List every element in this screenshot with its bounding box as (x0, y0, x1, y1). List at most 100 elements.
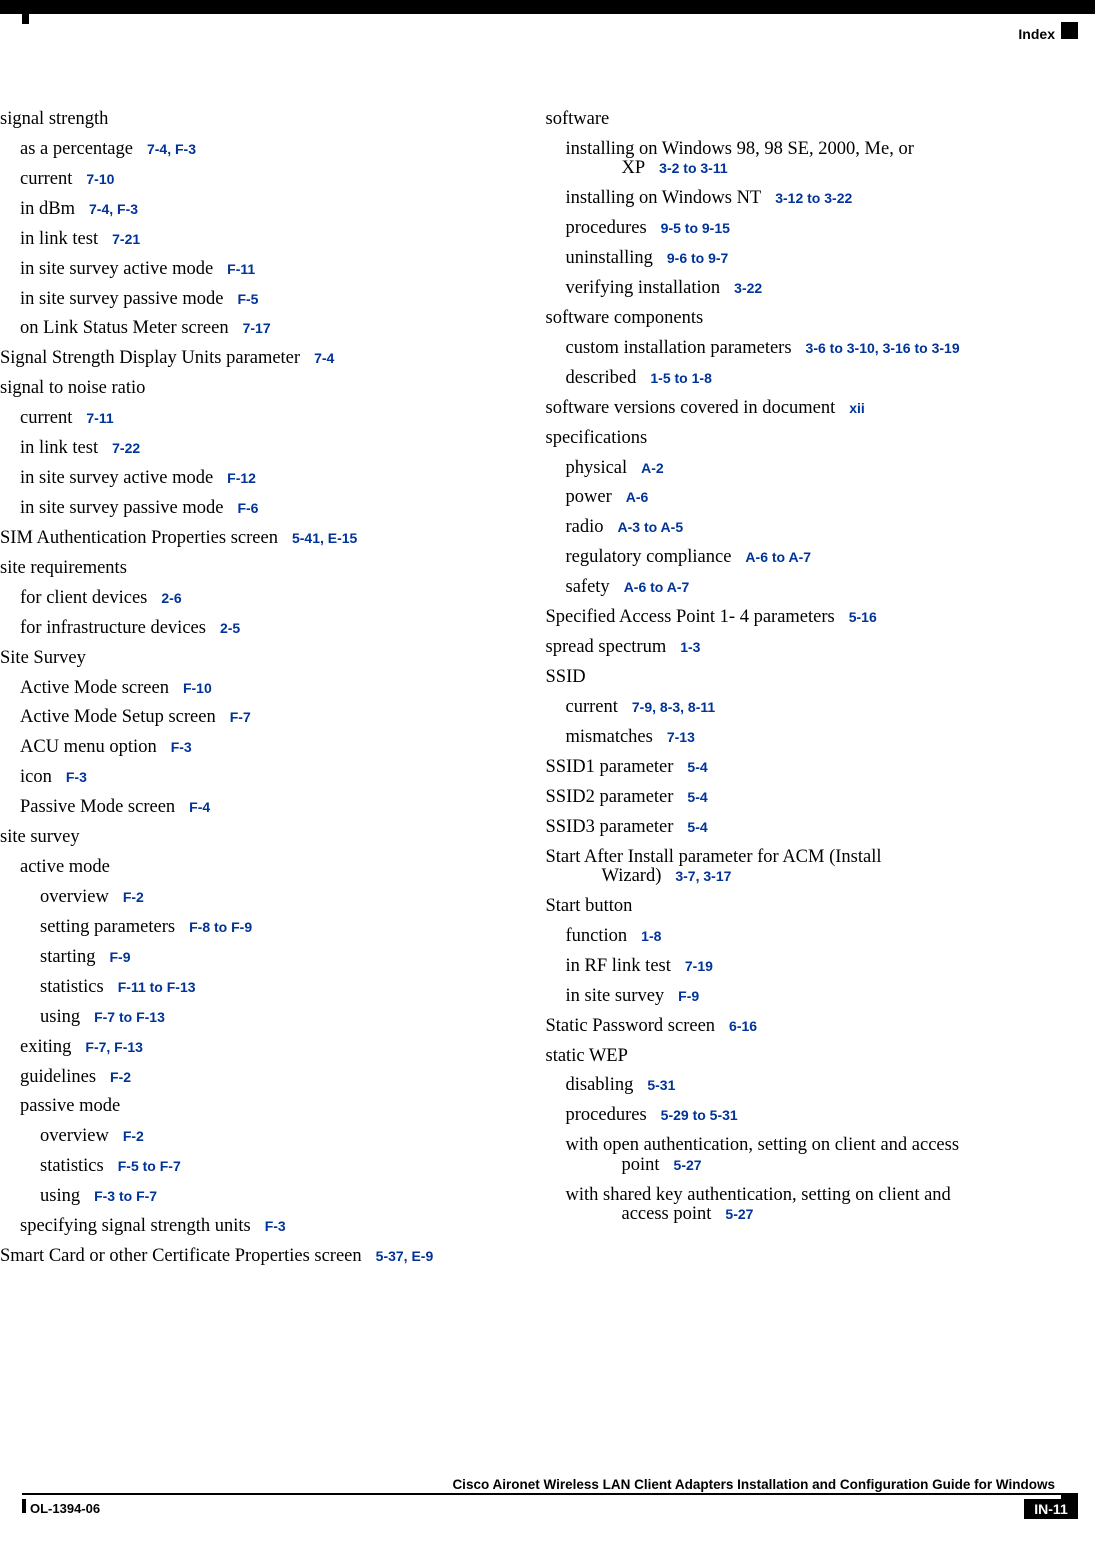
index-page-ref[interactable]: F-5 to F-7 (118, 1158, 181, 1174)
index-page-ref[interactable]: F-7 (230, 709, 251, 725)
index-entry: procedures5-29 to 5-31 (566, 1106, 1076, 1125)
index-page-ref[interactable]: 3-6 to 3-10, 3-16 to 3-19 (806, 340, 960, 356)
index-entry: software (546, 110, 1076, 129)
index-entry: described1-5 to 1-8 (566, 369, 1076, 388)
index-entry-label: for client devices (20, 588, 147, 608)
index-page-ref[interactable]: 7-4, F-3 (89, 201, 138, 217)
index-page-ref[interactable]: xii (849, 400, 865, 416)
index-page-ref[interactable]: 5-41, E-15 (292, 530, 357, 546)
index-page-ref[interactable]: F-8 to F-9 (189, 919, 252, 935)
index-page-ref[interactable]: F-3 (171, 739, 192, 755)
index-entry-label: physical (566, 458, 628, 478)
index-page-ref[interactable]: 6-16 (729, 1018, 757, 1034)
index-entry-label: safety (566, 577, 610, 597)
index-page-ref[interactable]: 7-4 (314, 350, 334, 366)
index-entry: Static Password screen6-16 (546, 1017, 1076, 1036)
index-entry: SSID2 parameter5-4 (546, 788, 1076, 807)
index-page-ref[interactable]: F-7 to F-13 (94, 1009, 165, 1025)
top-notch (22, 14, 29, 24)
index-page-ref[interactable]: 5-29 to 5-31 (661, 1107, 738, 1123)
index-entry: with shared key authentication, setting … (566, 1186, 1076, 1225)
index-page-ref[interactable]: 9-5 to 9-15 (661, 220, 730, 236)
index-page-ref[interactable]: 5-27 (725, 1206, 753, 1222)
index-page-ref[interactable]: 5-31 (647, 1077, 675, 1093)
index-page-ref[interactable]: 5-16 (849, 609, 877, 625)
index-page-ref[interactable]: 7-22 (112, 440, 140, 456)
index-entry-label: Active Mode Setup screen (20, 707, 216, 727)
index-page-ref[interactable]: F-2 (110, 1069, 131, 1085)
index-page-ref[interactable]: 5-4 (687, 759, 707, 775)
index-entry: overviewF-2 (40, 888, 528, 907)
index-page-ref[interactable]: 3-22 (734, 280, 762, 296)
index-entry-label: SSID3 parameter (546, 817, 674, 837)
index-page-ref[interactable]: 5-37, E-9 (376, 1248, 434, 1264)
index-entry: in RF link test7-19 (566, 957, 1076, 976)
index-entry-label: using (40, 1007, 80, 1027)
index-page-ref[interactable]: 7-4, F-3 (147, 141, 196, 157)
index-page-ref[interactable]: F-3 (265, 1218, 286, 1234)
index-entry-label: software (546, 109, 610, 129)
index-columns: signal strength as a percentage 7-4, F-3 cu… (0, 110, 1095, 1277)
index-page-ref[interactable]: 7-13 (667, 729, 695, 745)
index-page-ref[interactable]: F-11 (227, 261, 255, 277)
index-page-ref[interactable]: 7-11 (86, 410, 113, 426)
index-page-ref[interactable]: 7-10 (86, 171, 114, 187)
index-page-ref[interactable]: 5-4 (687, 789, 707, 805)
index-entry: specifications (546, 429, 1076, 448)
index-page-ref[interactable]: F-10 (183, 680, 212, 696)
index-page-ref[interactable]: 9-6 to 9-7 (667, 250, 728, 266)
index-entry: statisticsF-11 to F-13 (40, 978, 528, 997)
index-entry: on Link Status Meter screen 7-17 (20, 319, 528, 338)
index-page-ref[interactable]: 7-21 (112, 231, 140, 247)
index-entry-label: function (566, 926, 628, 946)
index-page-ref[interactable]: A-2 (641, 460, 664, 476)
index-page-ref[interactable]: 7-19 (685, 958, 713, 974)
index-page-ref[interactable]: A-6 to A-7 (745, 549, 811, 565)
index-entry-label: for infrastructure devices (20, 618, 206, 638)
index-page-ref[interactable]: F-9 (110, 949, 131, 965)
index-page-ref[interactable]: F-7, F-13 (85, 1039, 143, 1055)
header-corner-box (1061, 22, 1078, 39)
index-entry-label: on Link Status Meter screen (20, 318, 229, 338)
index-page-ref[interactable]: 2-6 (161, 590, 181, 606)
index-entry-label: in link test (20, 438, 98, 458)
index-entry: regulatory complianceA-6 to A-7 (566, 548, 1076, 567)
index-page-ref[interactable]: 7-17 (243, 320, 271, 336)
index-entry: current7-10 (20, 170, 528, 189)
index-entry-label: icon (20, 767, 52, 787)
index-page-ref[interactable]: 1-8 (641, 928, 661, 944)
index-page-ref[interactable]: F-2 (123, 1128, 144, 1144)
index-page-ref[interactable]: 1-5 to 1-8 (650, 370, 711, 386)
index-page-ref[interactable]: F-3 to F-7 (94, 1188, 157, 1204)
index-page-ref[interactable]: 1-3 (680, 639, 700, 655)
index-page-ref[interactable]: 3-2 to 3-11 (659, 160, 727, 176)
index-page-ref[interactable]: F-5 (237, 291, 258, 307)
index-page-ref[interactable]: A-6 to A-7 (624, 579, 690, 595)
index-page-ref[interactable]: 7-9, 8-3, 8-11 (632, 699, 715, 715)
index-page-ref[interactable]: F-3 (66, 769, 87, 785)
footer-page-number: IN-11 (1024, 1499, 1078, 1519)
index-page-ref[interactable]: F-2 (123, 889, 144, 905)
index-entry-label: in site survey active mode (20, 468, 213, 488)
index-page-ref[interactable]: 2-5 (220, 620, 240, 636)
index-entry-label: in link test (20, 229, 98, 249)
index-page-ref[interactable]: F-12 (227, 470, 256, 486)
index-page-ref[interactable]: A-6 (626, 489, 649, 505)
index-page-ref[interactable]: F-11 to F-13 (118, 979, 196, 995)
index-page-ref[interactable]: A-3 to A-5 (618, 519, 684, 535)
index-page-ref[interactable]: F-4 (189, 799, 210, 815)
index-page-ref[interactable]: 3-7, 3-17 (675, 868, 731, 884)
index-entry: signal strength (0, 110, 528, 129)
index-page-ref[interactable]: F-9 (678, 988, 699, 1004)
index-page-ref[interactable]: F-6 (237, 500, 258, 516)
index-page-ref[interactable]: 5-4 (687, 819, 707, 835)
index-page-ref[interactable]: 3-12 to 3-22 (775, 190, 852, 206)
index-entry-label: Site Survey (0, 648, 86, 668)
index-entry-label: signal strength (0, 109, 108, 129)
index-right-column: softwareinstalling on Windows 98, 98 SE,… (538, 110, 1076, 1277)
index-entry: Site Survey (0, 649, 528, 668)
index-entry: passive mode (20, 1097, 528, 1116)
index-entry-label: procedures (566, 218, 647, 238)
index-entry-label: as a percentage (20, 139, 133, 159)
index-page-ref[interactable]: 5-27 (674, 1157, 702, 1173)
